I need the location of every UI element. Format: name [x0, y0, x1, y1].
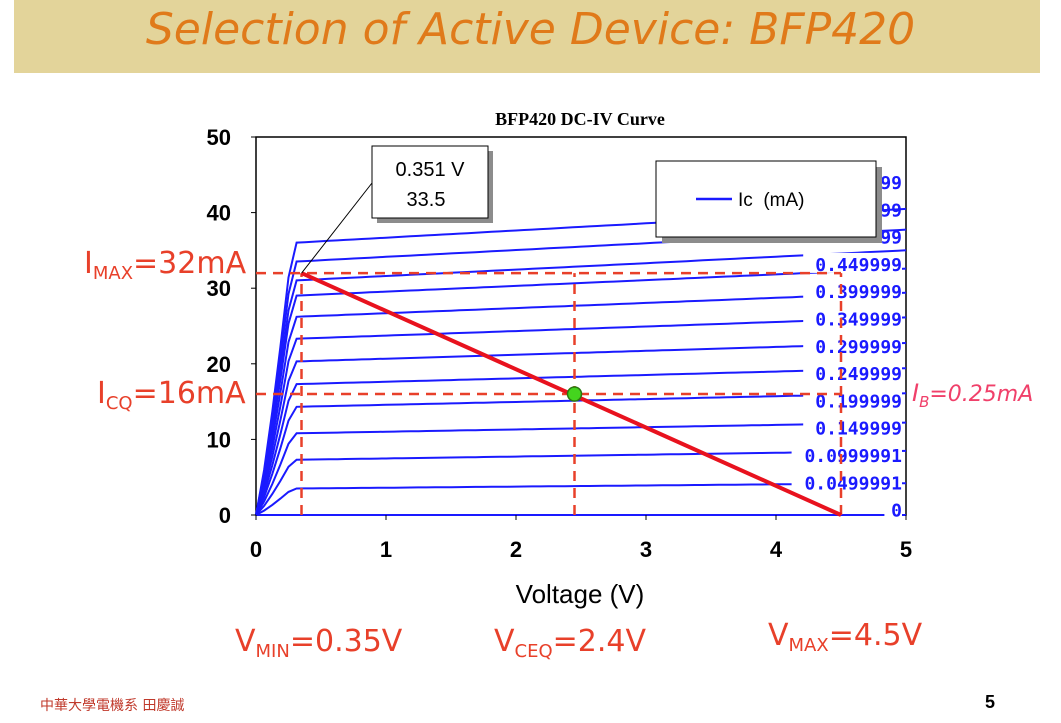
x-tick-label: 1 [380, 537, 392, 562]
iv-curve [255, 291, 907, 516]
y-tick-label: 40 [207, 201, 231, 226]
chart-title: BFP420 DC-IV Curve [495, 109, 665, 129]
curve-label-bg [803, 280, 902, 301]
y-tick-label: 30 [207, 276, 231, 301]
curve-label-bg [803, 334, 902, 355]
x-tick-label: 5 [900, 537, 912, 562]
curve-label-bg [884, 498, 902, 519]
iv-curves [255, 207, 907, 516]
legend-label: Ic (mA) [738, 190, 805, 211]
page-number: 5 [985, 692, 996, 712]
x-axis-label: Voltage (V) [516, 579, 645, 609]
tooltip-line2: 33.5 [407, 189, 446, 211]
q-point-marker [566, 386, 583, 402]
curve-label: 0.449999 [815, 255, 902, 276]
x-tick-label: 0 [250, 537, 262, 562]
y-tick-label: 50 [207, 125, 231, 150]
icq-annotation: ICQ=16mA [97, 376, 246, 414]
iv-curve [255, 267, 907, 516]
curve-label-bg [803, 362, 902, 383]
curve-label-bg [803, 252, 902, 273]
ib-note: IB=0.25mA [912, 379, 1033, 411]
x-tick-label: 4 [770, 537, 783, 562]
curve-label: 99 [880, 173, 902, 194]
curve-label: 0.349999 [815, 310, 902, 331]
iv-curve [255, 316, 907, 516]
curve-label-bg [803, 416, 902, 437]
title-bar [14, 0, 1040, 73]
slide-title: Selection of Active Device: BFP420 [145, 4, 916, 55]
curve-label-bg [803, 307, 902, 328]
tooltip-line1: 0.351 V [396, 159, 466, 181]
curve-label: 0.0999991 [804, 446, 902, 467]
footer-credit: 中華大學電機系 田慶誠 [40, 698, 185, 714]
curve-label-bg [791, 444, 902, 464]
vceq-annotation: VCEQ=2.4V [494, 624, 647, 662]
iv-curve [255, 249, 907, 516]
curve-labels: 99 99 99 0.449999 0.399999 0.349999 0.299999 0.… [791, 173, 902, 522]
y-tick-label: 20 [207, 352, 231, 377]
curve-label: 0.149999 [815, 419, 902, 440]
vmin-annotation: VMIN=0.35V [235, 624, 403, 662]
curve-label: 0.249999 [815, 364, 902, 385]
curve-label: 0.0499991 [804, 473, 902, 494]
x-tick-label: 2 [510, 537, 522, 562]
curve-label: 0.399999 [815, 282, 902, 303]
iv-curve [255, 421, 907, 516]
tooltip-leader [301, 182, 373, 274]
x-tick-label: 3 [640, 537, 652, 562]
curve-label: 0 [891, 501, 902, 522]
curve-label: 0.199999 [815, 391, 902, 412]
iv-curve [255, 367, 907, 516]
curve-label-bg [791, 471, 902, 492]
curve-label: 0.299999 [815, 337, 902, 358]
y-tick-label: 0 [219, 503, 231, 528]
iv-curve [255, 342, 907, 516]
curve-label-bg [803, 389, 902, 410]
vmax-annotation: VMAX=4.5V [768, 618, 923, 656]
legend: Ic (mA) [655, 160, 882, 243]
curve-label: 99 [880, 200, 902, 221]
imax-annotation: IMAX=32mA [84, 246, 247, 284]
q-point [566, 386, 583, 402]
curve-label: 99 [880, 228, 902, 249]
tooltip-box: 0.351 V 33.5 [301, 145, 493, 274]
y-tick-label: 10 [207, 427, 231, 452]
